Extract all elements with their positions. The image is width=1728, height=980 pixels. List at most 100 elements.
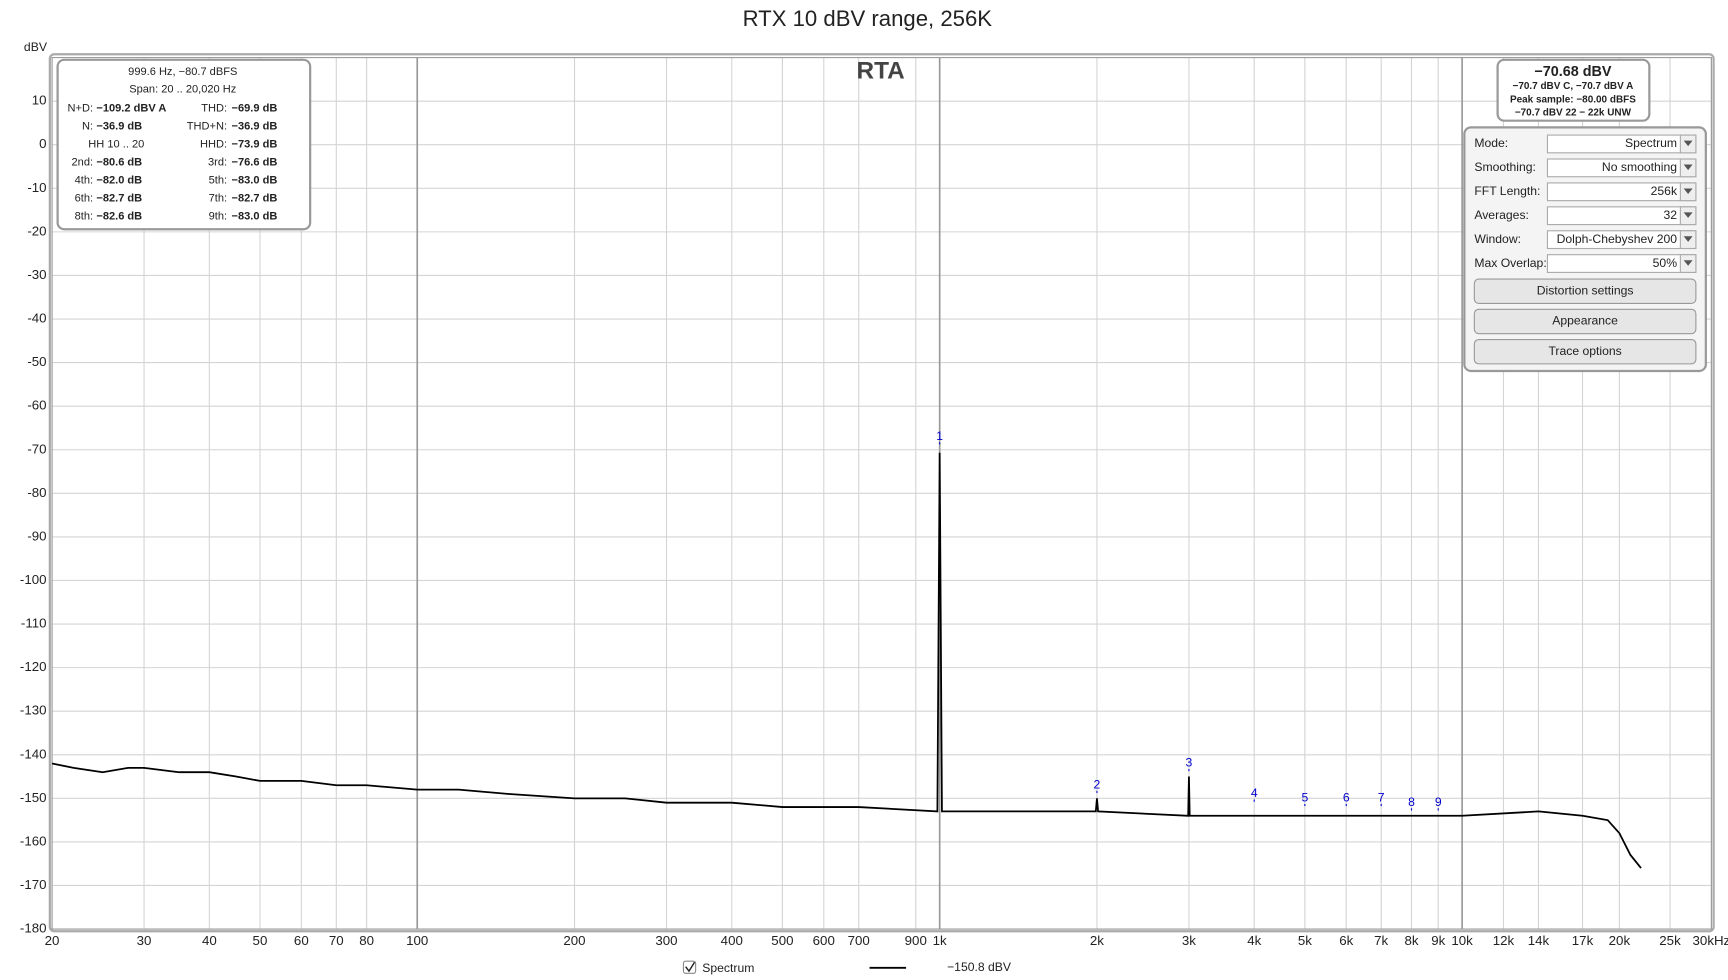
y-tick-label: -20 (27, 223, 46, 238)
dropdown-arrow (1683, 188, 1693, 195)
button[interactable] (1473, 308, 1697, 335)
marker-label: 3 (1186, 756, 1193, 770)
readout-label: N+D: (68, 102, 94, 114)
x-tick-label: 9k (1431, 933, 1445, 948)
x-tick-label: 70 (329, 933, 344, 948)
x-tick-label: 400 (721, 933, 743, 948)
x-tick-label: 900 (905, 933, 927, 948)
x-tick-label: 700 (848, 933, 870, 948)
button-label: Appearance (1552, 314, 1618, 328)
marker-label: 9 (1435, 795, 1442, 809)
readout-header: Span: 20 .. 20,020 Hz (129, 84, 236, 96)
readout-label: HHD: (200, 139, 227, 151)
readout-value: −82.7 dB (96, 193, 142, 205)
control-label: Averages: (1474, 208, 1529, 222)
readout-value: −36.9 dB (232, 120, 278, 132)
y-tick-label: -60 (27, 398, 46, 413)
x-tick-label: 600 (813, 933, 835, 948)
button[interactable] (1473, 338, 1697, 365)
level-line: Peak sample: −80.00 dBFS (1510, 94, 1636, 105)
legend-check (685, 961, 696, 973)
y-tick-label: -40 (27, 311, 46, 326)
y-tick-label: 10 (32, 93, 47, 108)
dropdown-arrow (1683, 236, 1693, 242)
x-tick-label: 7k (1374, 933, 1388, 948)
legend-label: Spectrum (702, 961, 754, 975)
readout-value: −82.6 dB (96, 211, 142, 223)
readout-label: 7th: (209, 193, 227, 205)
x-tick-label: 4k (1247, 933, 1261, 948)
readout-label: THD+N: (187, 120, 227, 132)
y-axis-label: dBV (24, 40, 48, 54)
y-tick-label: -70 (27, 441, 46, 456)
readout-label: N: (82, 120, 93, 132)
chart-title: RTX 10 dBV range, 256K (743, 6, 993, 31)
readout-label: 8th: (75, 211, 93, 223)
control-label: Window: (1474, 232, 1521, 246)
overlay-label: RTA (856, 57, 904, 84)
button-label: Trace options (1548, 344, 1621, 358)
plot-border (51, 57, 1712, 930)
y-tick-label: -180 (20, 921, 47, 936)
control-label: Mode: (1474, 136, 1508, 150)
x-tick-label: 500 (771, 933, 793, 948)
y-tick-label: -130 (20, 703, 47, 718)
control-label: Smoothing: (1474, 160, 1536, 174)
y-tick-label: -50 (27, 354, 46, 369)
control-label: FFT Length: (1474, 184, 1540, 198)
marker-label: 4 (1251, 786, 1258, 800)
readout-panel (56, 58, 312, 231)
level-panel (1496, 58, 1651, 122)
x-tick-label: 300 (655, 933, 677, 948)
y-tick-label: -100 (20, 572, 47, 587)
dropdown-value: Dolph-Chebyshev 200 (1557, 232, 1678, 246)
readout-label: 4th: (75, 175, 93, 187)
readout-value: −73.9 dB (232, 139, 278, 151)
marker-label: 5 (1301, 791, 1308, 805)
x-tick-label: 8k (1404, 933, 1418, 948)
readout-value: −82.7 dB (232, 193, 278, 205)
y-tick-label: -90 (27, 528, 46, 543)
readout-label: 9th: (209, 211, 227, 223)
x-tick-label: 6k (1339, 933, 1353, 948)
readout-label: 2nd: (72, 157, 94, 169)
x-tick-label: 80 (359, 933, 374, 948)
dropdown-value: Spectrum (1625, 136, 1677, 150)
readout-value: −109.2 dBV A (96, 102, 166, 114)
x-tick-label: 30kHz (1693, 933, 1728, 948)
readout-value: −69.9 dB (232, 102, 278, 114)
y-tick-label: -170 (20, 877, 47, 892)
marker-label: 1 (936, 429, 943, 443)
x-tick-label: 100 (406, 933, 428, 948)
x-tick-label: 12k (1493, 933, 1515, 948)
readout-value: −76.6 dB (232, 157, 278, 169)
x-tick-label: 30 (137, 933, 152, 948)
legend-readout: −150.8 dBV (947, 960, 1012, 974)
level-line: −70.7 dBV 22 − 22k UNW (1515, 108, 1632, 119)
y-tick-label: -30 (27, 267, 46, 282)
x-tick-label: 20 (45, 933, 60, 948)
readout-header: 999.6 Hz, −80.7 dBFS (128, 66, 237, 78)
x-tick-label: 40 (202, 933, 217, 948)
x-tick-label: 200 (563, 933, 585, 948)
y-tick-label: -150 (20, 790, 47, 805)
marker-label: 8 (1408, 795, 1415, 809)
level-main: −70.68 dBV (1534, 64, 1612, 80)
dropdown-arrow (1683, 212, 1693, 218)
x-tick-label: 17k (1572, 933, 1594, 948)
dropdown-value: 50% (1653, 256, 1678, 270)
readout-value: −83.0 dB (232, 175, 278, 187)
y-tick-label: -80 (27, 485, 46, 500)
y-tick-label: 0 (39, 136, 46, 151)
x-tick-label: 10k (1451, 933, 1473, 948)
x-tick-label: 50 (253, 933, 268, 948)
marker-label: 7 (1378, 791, 1385, 805)
x-tick-label: 2k (1090, 933, 1104, 948)
readout-value: −83.0 dB (232, 211, 278, 223)
x-tick-label: 5k (1298, 933, 1312, 948)
dropdown-value: 32 (1663, 208, 1677, 222)
x-tick-label: 25k (1659, 933, 1681, 948)
button[interactable] (1473, 278, 1697, 304)
level-line: −70.7 dBV C, −70.7 dBV A (1513, 81, 1634, 92)
